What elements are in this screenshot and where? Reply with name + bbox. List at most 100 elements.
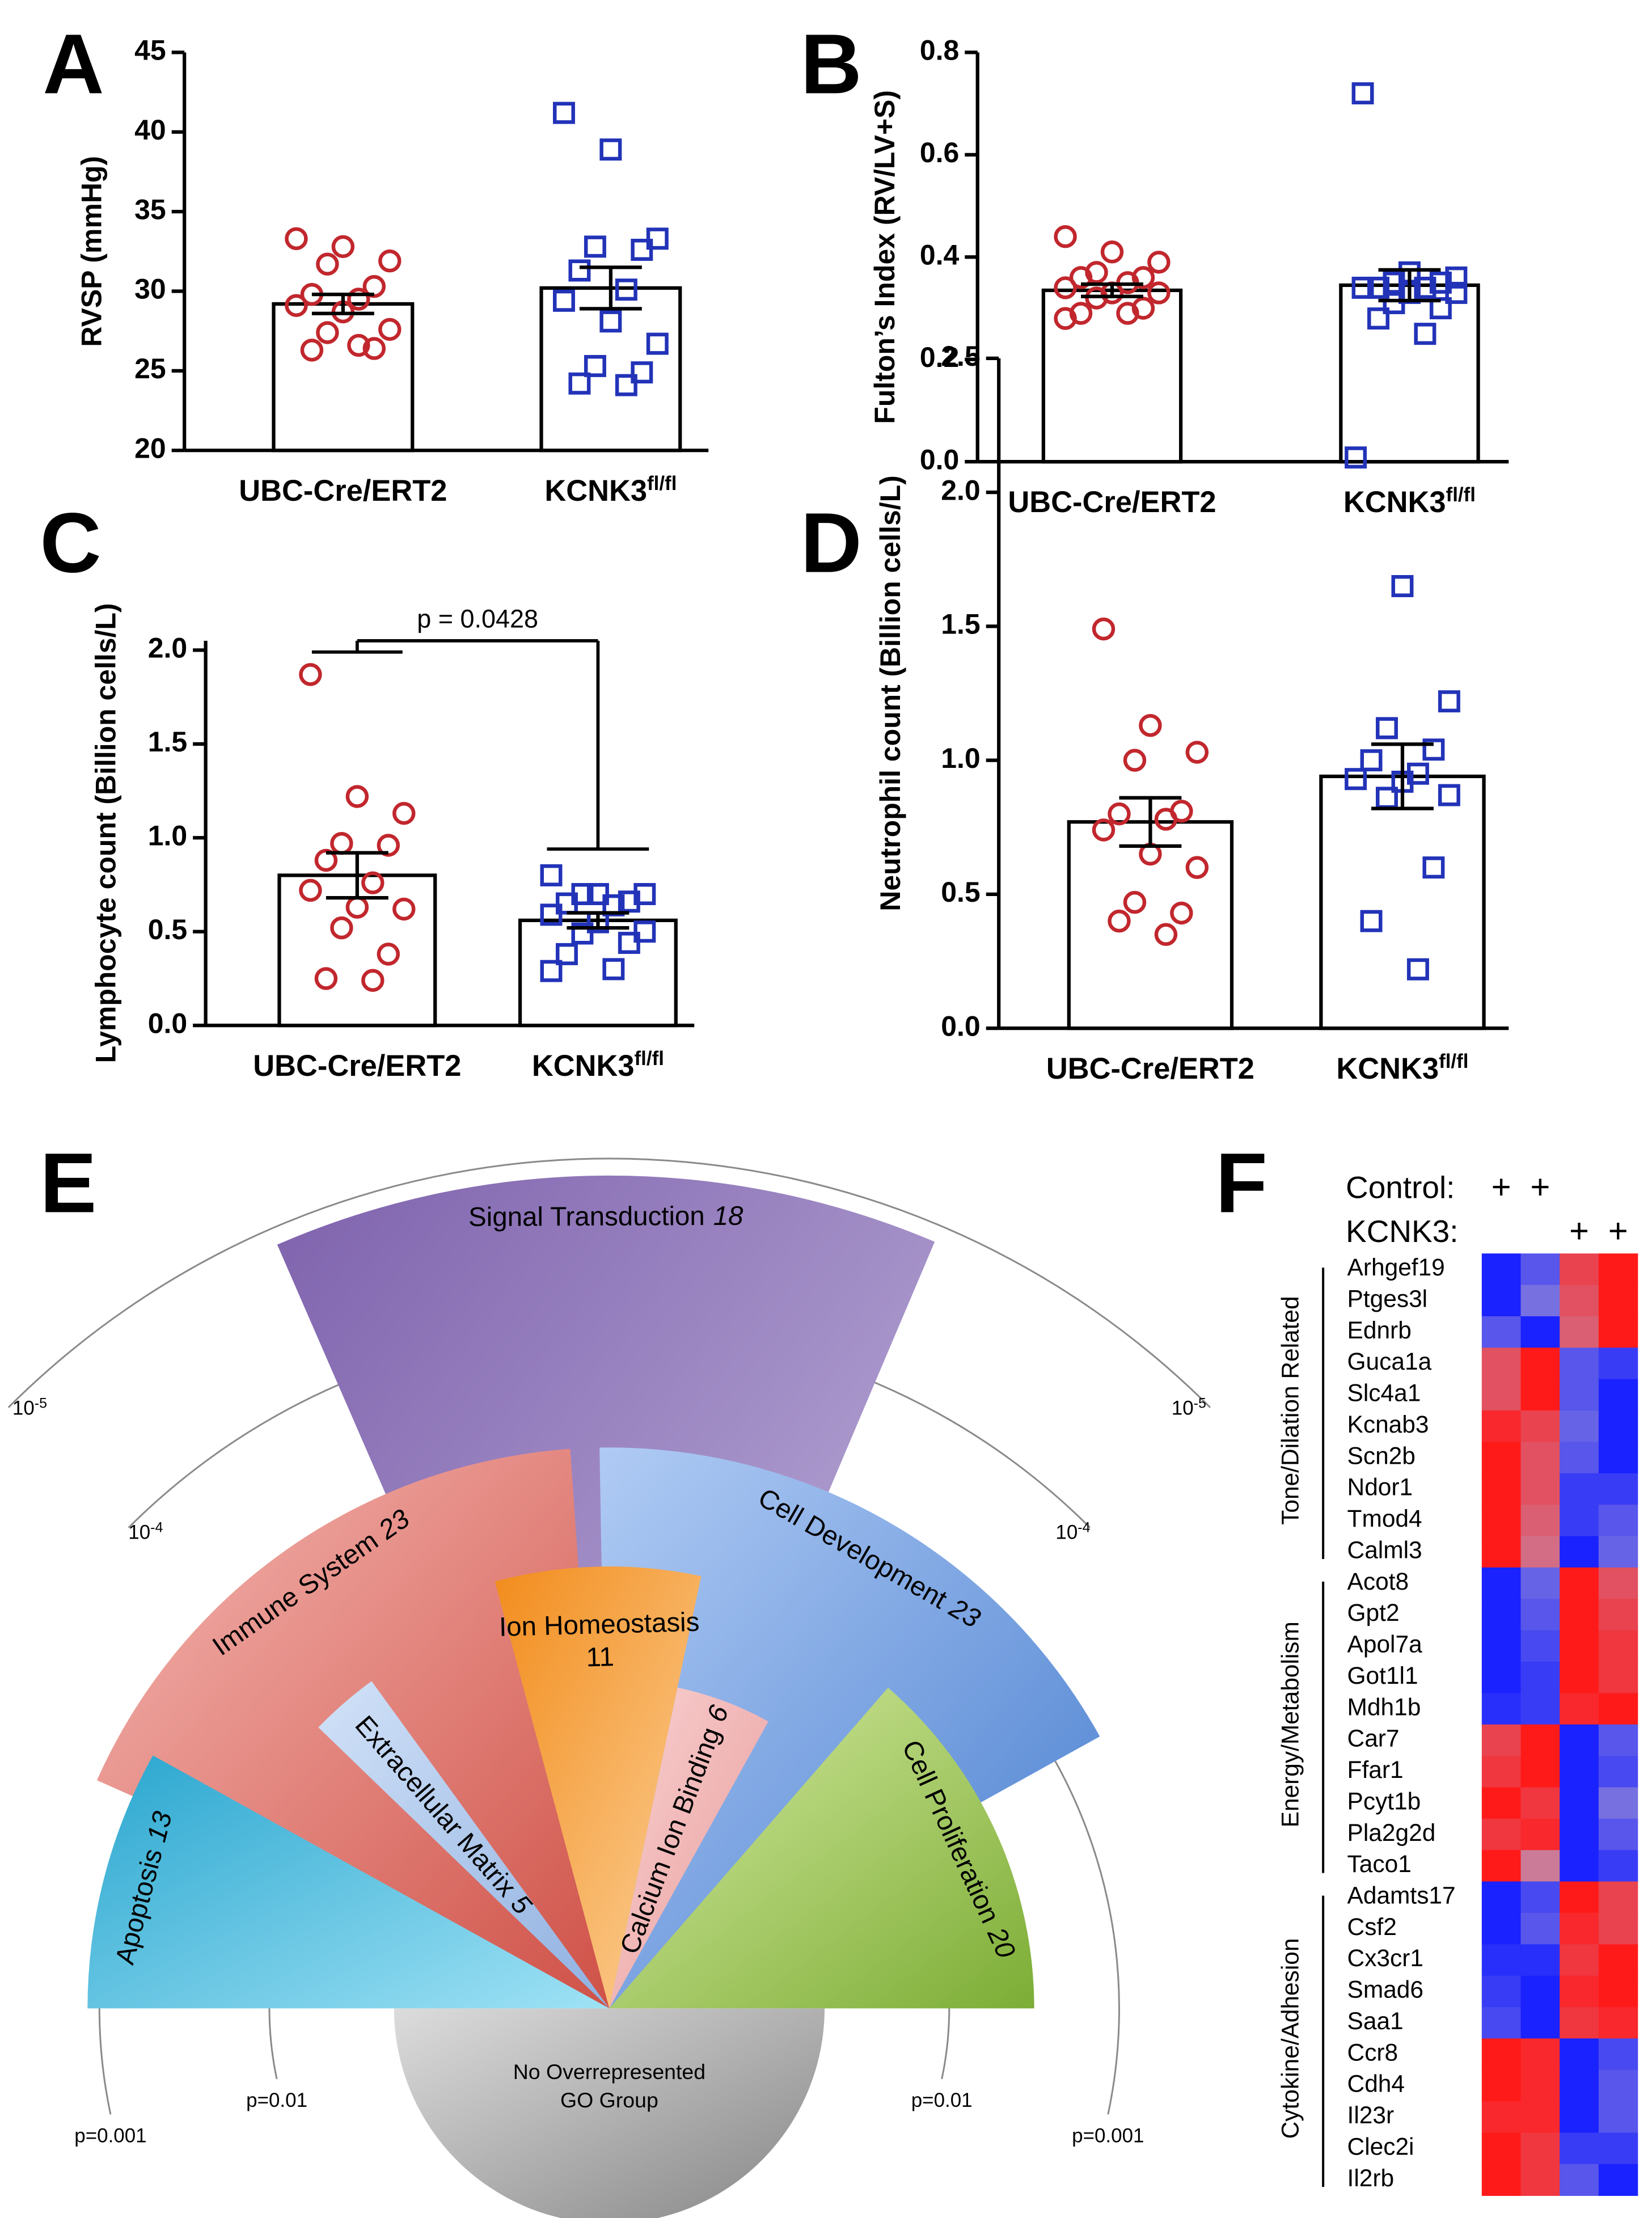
point xyxy=(316,252,339,276)
heat-cell xyxy=(1560,1473,1599,1505)
y-tick-label: 35 xyxy=(134,193,166,225)
point xyxy=(1383,292,1405,314)
category-name: UBC-Cre/ERT2 xyxy=(239,475,447,508)
point xyxy=(1438,784,1460,806)
heat-cell xyxy=(1481,2038,1522,2071)
panel-label: C xyxy=(40,495,101,590)
y-tick-label: 1.0 xyxy=(148,819,187,851)
heat-cell xyxy=(1598,2132,1638,2165)
heat-cell xyxy=(1481,1787,1522,1819)
heat-cell xyxy=(1560,2101,1599,2133)
point xyxy=(631,239,653,261)
heat-cell xyxy=(1560,1630,1599,1662)
group-label: Energy/Metabolism xyxy=(1277,1621,1303,1827)
point xyxy=(392,897,416,921)
heat-cell xyxy=(1598,1285,1638,1317)
wedge-count: 13 xyxy=(141,1809,178,1845)
wedge-count: 11 xyxy=(586,1642,615,1672)
heat-cell xyxy=(1560,1756,1599,1788)
point xyxy=(1185,856,1209,879)
gene-label: Ednrb xyxy=(1347,1317,1412,1344)
heat-cell xyxy=(1520,2069,1560,2102)
point xyxy=(1123,890,1147,914)
point xyxy=(1438,690,1460,713)
point xyxy=(1054,307,1077,330)
heat-cell xyxy=(1481,1850,1522,1882)
heat-cell xyxy=(1520,1756,1560,1788)
point xyxy=(285,294,308,317)
heat-cell xyxy=(1481,1756,1522,1788)
point xyxy=(361,871,385,894)
gene-label: Adamts17 xyxy=(1347,1882,1456,1909)
wedge-name: Ion Homeostasis xyxy=(498,1607,700,1642)
heat-cell xyxy=(1481,2164,1522,2196)
error-bar xyxy=(1081,282,1143,298)
heat-cell xyxy=(1481,1285,1522,1317)
go-wedge xyxy=(609,1687,768,2009)
heat-cell xyxy=(1598,1410,1638,1443)
y-axis-label: RVSP (mmHg) xyxy=(76,156,108,347)
bar xyxy=(272,302,415,453)
heat-cell xyxy=(1520,1818,1560,1851)
heat-cell xyxy=(1481,1975,1522,2008)
point xyxy=(361,969,385,992)
ring-label-exponent: -5 xyxy=(35,1395,47,1411)
point xyxy=(599,310,622,333)
gene-label: Il23r xyxy=(1347,2102,1395,2128)
significance-ring xyxy=(7,1157,1211,1408)
y-axis-label: Neutrophil count (Billion cells/L) xyxy=(874,475,906,911)
heat-cell xyxy=(1481,1379,1522,1411)
gene-label: Ptges3l xyxy=(1347,1286,1428,1312)
ring-label: p=0.01 xyxy=(246,2089,307,2111)
ring-label: p=0.001 xyxy=(1072,2125,1144,2147)
gene-label: Apol7a xyxy=(1347,1631,1423,1658)
heat-cell xyxy=(1560,1975,1599,2008)
heat-cell xyxy=(1481,1881,1522,1913)
heat-cell xyxy=(1598,2101,1638,2133)
heat-cell xyxy=(1520,1630,1560,1662)
heat-cell xyxy=(1598,1253,1638,1286)
point xyxy=(555,943,578,965)
heat-cell xyxy=(1481,2069,1522,2102)
ring-label-exponent: -4 xyxy=(1078,1519,1090,1535)
header-mark: + xyxy=(1608,1212,1628,1250)
y-tick-label: 0.5 xyxy=(941,876,980,908)
heat-cell xyxy=(1598,1599,1638,1631)
point xyxy=(618,932,640,954)
point xyxy=(1391,575,1414,597)
point xyxy=(1360,910,1383,932)
heat-cell xyxy=(1481,1630,1522,1662)
ring-label-text: p=0.01 xyxy=(911,2089,973,2111)
go-wedge xyxy=(318,1681,610,2009)
point xyxy=(1116,302,1139,325)
error-bar xyxy=(567,911,629,930)
heat-cell xyxy=(1598,1850,1638,1882)
no-group-label: No Overrepresented xyxy=(513,2060,705,2084)
heat-cell xyxy=(1598,1316,1638,1349)
point xyxy=(299,663,322,686)
heat-cell xyxy=(1598,1505,1638,1537)
point xyxy=(540,864,563,886)
heat-cell xyxy=(1520,1693,1560,1725)
heat-cell xyxy=(1520,1410,1560,1443)
heat-cell xyxy=(1560,1379,1599,1411)
heat-cell xyxy=(1560,1599,1599,1631)
header-mark: + xyxy=(1492,1168,1511,1206)
point xyxy=(285,227,308,251)
wedge-count: 18 xyxy=(713,1201,744,1231)
y-axis-label: Fulton’s Index (RV/LV+S) xyxy=(869,90,901,424)
ring-label-text: p=0.01 xyxy=(246,2089,307,2111)
heat-cell xyxy=(1598,1975,1638,2008)
heat-cell xyxy=(1598,2069,1638,2102)
y-tick-label: 0.2 xyxy=(920,341,959,373)
point xyxy=(586,883,609,906)
heat-cell xyxy=(1560,1881,1599,1913)
y-tick-label: 20 xyxy=(134,432,166,464)
heat-cell xyxy=(1481,1693,1522,1725)
category-superscript: fl/fl xyxy=(1439,1050,1468,1072)
point xyxy=(1185,741,1209,764)
point xyxy=(1139,713,1162,737)
gene-label: Cx3cr1 xyxy=(1347,1945,1423,1971)
heat-cell xyxy=(1520,1442,1560,1474)
